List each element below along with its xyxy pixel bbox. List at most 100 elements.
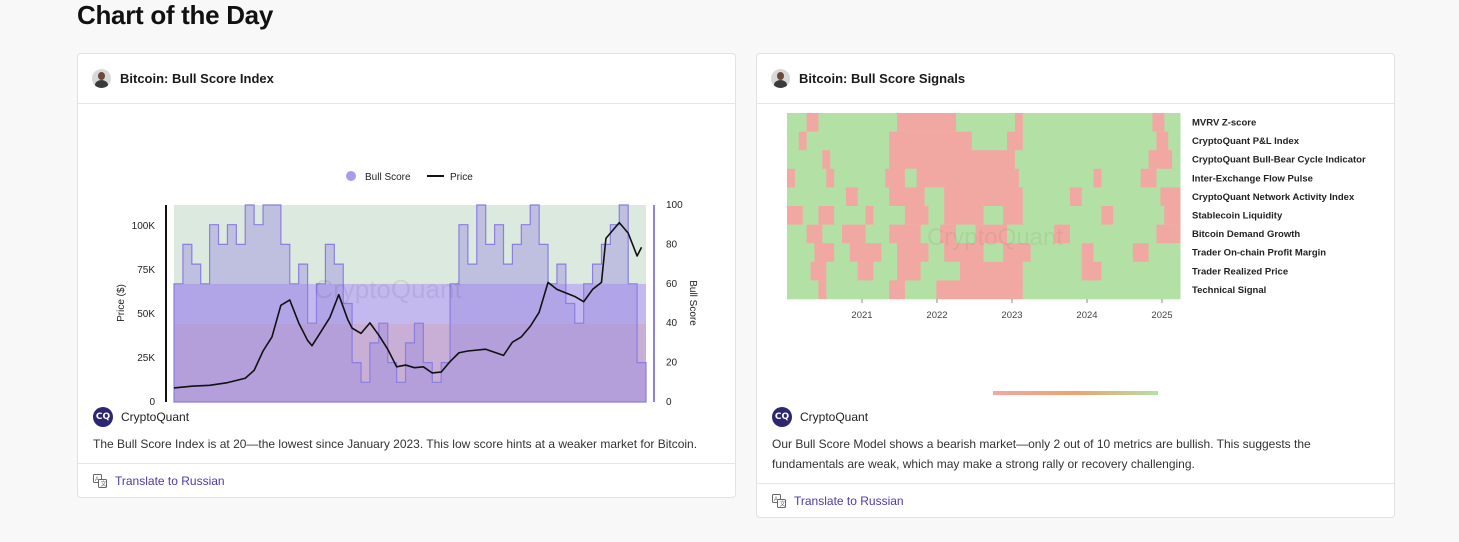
legend-bull-score[interactable]: Bull Score (365, 172, 411, 183)
heatmap-cell (897, 261, 922, 281)
heatmap-cell (826, 261, 859, 281)
x-tick: 2023 (1001, 310, 1022, 321)
author-avatar[interactable] (92, 69, 111, 88)
heatmap-cell (1081, 261, 1102, 281)
heatmap-cell (1101, 261, 1181, 281)
y-left-tick: 25K (137, 353, 155, 364)
heatmap-cell (787, 131, 800, 151)
heatmap-cell (885, 168, 906, 188)
heatmap-cell (787, 150, 823, 170)
row-label: Trader On-chain Profit Margin (1192, 248, 1326, 259)
y-axis-left-label: Price ($) (116, 284, 127, 322)
heatmap-cell (1054, 224, 1071, 244)
heatmap-cell (849, 243, 882, 263)
y-axis-right-label: Bull Score (687, 280, 698, 326)
brand-row: CQ CryptoQuant (93, 407, 189, 427)
heatmap-cell (944, 243, 984, 263)
price-series (173, 221, 643, 389)
heatmap-cell (889, 131, 973, 151)
heatmap-cell (1022, 113, 1153, 132)
heatmap-cell (1018, 168, 1095, 188)
row-label: CryptoQuant P&L Index (1192, 136, 1300, 147)
heatmap-cell (787, 280, 819, 300)
heatmap-cell (806, 224, 823, 244)
heatmap-cell (787, 261, 812, 281)
heatmap-cell (983, 206, 1004, 225)
heatmap-cell (1168, 131, 1181, 151)
heatmap-cell (897, 243, 929, 263)
heatmap-cell (798, 131, 808, 151)
heatmap-cell (924, 187, 945, 207)
legend-price[interactable]: Price (450, 172, 473, 183)
row-label: CryptoQuant Network Activity Index (1192, 192, 1355, 203)
heatmap-cell (1022, 206, 1102, 225)
heatmap-cell (1156, 131, 1169, 151)
watermark: CryptoQuant (314, 274, 462, 304)
card-header: Bitcoin: Bull Score Signals (757, 54, 1394, 104)
heatmap-cell (959, 261, 1024, 281)
card-description: Our Bull Score Model shows a bearish mar… (772, 437, 1311, 471)
chart-card-bull-score-signals: Bitcoin: Bull Score Signals CryptoQuant … (756, 53, 1395, 518)
heatmap-cell (971, 131, 1008, 151)
heatmap-cell (830, 150, 890, 170)
page-title: Chart of the Day (77, 0, 274, 30)
heatmap-cell (916, 168, 1020, 188)
svg-text:文: 文 (101, 480, 107, 488)
y-right-tick: 100 (666, 200, 683, 211)
heatmap-cell (1152, 113, 1165, 132)
heatmap-cell (944, 187, 1024, 207)
heatmap-cell (873, 206, 906, 225)
row-label: CryptoQuant Bull-Bear Cycle Indicator (1192, 155, 1366, 166)
heatmap-cell (897, 113, 957, 132)
y-right-tick: 0 (666, 397, 672, 405)
cryptoquant-logo: CQ (93, 407, 113, 427)
heatmap-cell (845, 187, 859, 207)
heatmap-cell (1003, 206, 1024, 225)
heatmap-cell (787, 206, 804, 225)
heatmap-cell (889, 224, 922, 244)
heatmap-cell (889, 280, 906, 300)
translate-icon: A 文 (772, 493, 786, 508)
heatmap-cell (1007, 224, 1055, 244)
card-description: The Bull Score Index is at 20—the lowest… (93, 437, 698, 451)
brand-name[interactable]: CryptoQuant (121, 410, 190, 424)
heatmap-cell (1148, 150, 1173, 170)
heatmap-cell (834, 243, 851, 263)
heatmap-cell (940, 224, 957, 244)
row-label: Technical Signal (1192, 285, 1266, 296)
legend-bull-score-swatch (346, 171, 356, 181)
y-right-tick: 40 (666, 318, 678, 329)
card-footer: A 文 Translate to Russian (757, 483, 1394, 517)
card-title[interactable]: Bitcoin: Bull Score Signals (799, 71, 966, 86)
heatmap-cell (889, 150, 1016, 170)
brand-name[interactable]: CryptoQuant (800, 410, 869, 424)
zone-low (174, 323, 646, 402)
heatmap-cell (1069, 187, 1083, 207)
heatmap-cell (1014, 150, 1150, 170)
heatmap-cell (881, 243, 898, 263)
heatmap-cell (920, 261, 961, 281)
watermark: CryptoQuant (927, 224, 1063, 251)
translate-link[interactable]: Translate to Russian (115, 473, 225, 488)
heatmap-cell (983, 243, 1004, 263)
row-label: Bitcoin Demand Growth (1192, 229, 1300, 240)
svg-text:文: 文 (780, 500, 786, 508)
heatmap-cell (806, 131, 890, 151)
y-right-tick: 60 (666, 279, 678, 290)
heatmap-cell (787, 224, 808, 244)
author-avatar[interactable] (771, 69, 790, 88)
heatmap-cell (865, 206, 874, 225)
card-title[interactable]: Bitcoin: Bull Score Index (120, 71, 274, 86)
y-right-tick: 20 (666, 358, 678, 369)
y-right-tick: 80 (666, 239, 678, 250)
colorbar (993, 391, 1158, 395)
heatmap-cell (1101, 168, 1142, 188)
heatmap-cell (1160, 187, 1181, 207)
heatmap-cell (857, 261, 874, 281)
svg-text:A: A (95, 477, 99, 483)
heatmap-cell (787, 187, 847, 207)
heatmap-cell (1101, 206, 1114, 225)
heatmap-cell (787, 113, 808, 132)
translate-link[interactable]: Translate to Russian (794, 493, 904, 508)
bull-score-signals-heatmap: CryptoQuant MVRV Z-score CryptoQuant P&L … (787, 113, 1366, 395)
